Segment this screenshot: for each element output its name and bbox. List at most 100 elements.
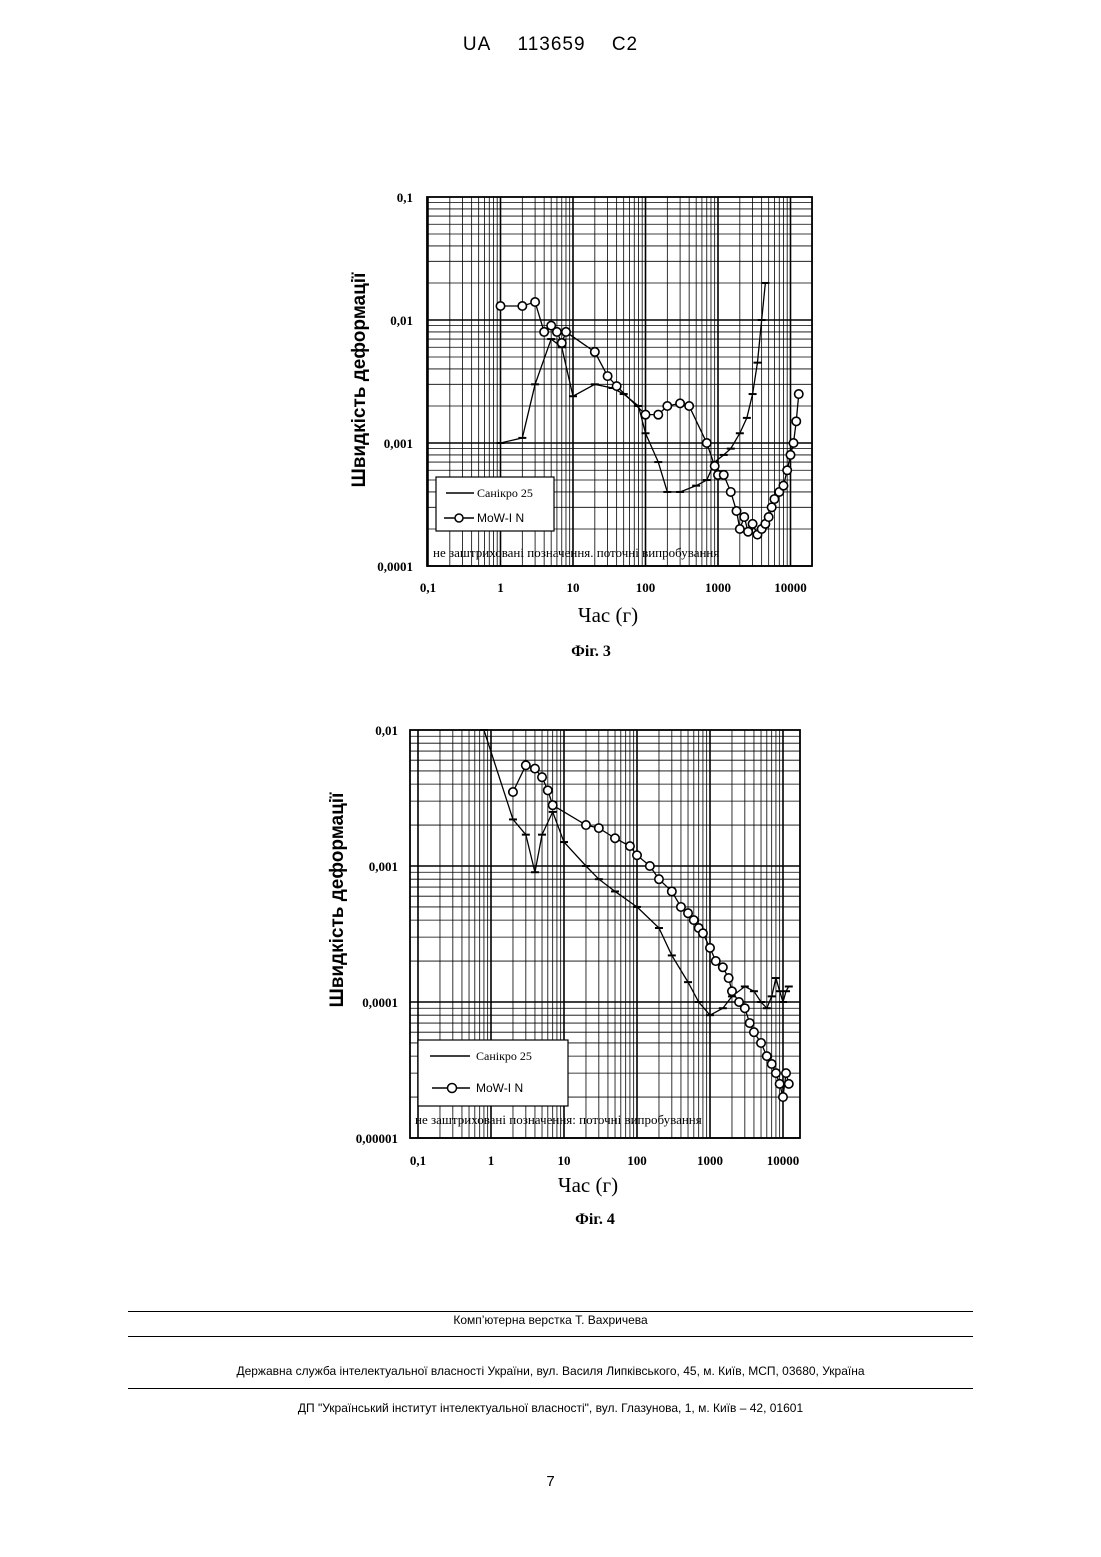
data-point-mow	[764, 513, 772, 521]
chart-note: не заштриховані позначення: поточні випр…	[415, 1112, 702, 1127]
data-point-mow	[591, 348, 599, 356]
data-point-mow	[558, 339, 566, 347]
data-point-mow	[641, 410, 649, 418]
figure-caption: Фіг. 4	[575, 1211, 615, 1228]
data-point-mow	[740, 513, 748, 521]
legend-label-mow: MoW-I N	[477, 511, 524, 525]
y-axis-label: Швидкість деформації	[349, 272, 370, 487]
data-point-mow	[744, 528, 752, 536]
data-point-mow	[522, 761, 530, 769]
figure-4-chart: 0,1 1 10 100 1000 10000 0,00001 0,0001 0,001 0,01…	[0, 700, 1101, 1240]
legend: Санікро 25 MoW-I N	[436, 477, 554, 531]
data-point-mow	[595, 824, 603, 832]
data-point-mow	[795, 390, 803, 398]
legend: Санікро 25 MoW-I N	[418, 1040, 568, 1106]
data-point-mow	[706, 944, 714, 952]
data-point-mow	[703, 439, 711, 447]
data-point-mow	[782, 1069, 790, 1077]
data-point-mow	[786, 451, 794, 459]
y-tick-label: 0,001	[369, 859, 398, 874]
data-point-mow	[748, 520, 756, 528]
data-point-mow	[757, 1039, 765, 1047]
document-header: UA 113659 C2	[0, 34, 1101, 56]
data-point-mow	[626, 842, 634, 850]
data-point-mow	[775, 1080, 783, 1088]
legend-label-sanicro: Санікро 25	[476, 1049, 532, 1063]
data-point-mow	[612, 382, 620, 390]
data-point-mow	[496, 302, 504, 310]
data-point-mow	[655, 875, 663, 883]
data-point-mow	[779, 481, 787, 489]
y-tick-label: 0,01	[390, 313, 413, 328]
data-point-mow	[727, 488, 735, 496]
legend-marker-mow	[455, 514, 463, 522]
data-point-mow	[746, 1019, 754, 1027]
y-tick-label: 0,0001	[362, 995, 398, 1010]
data-point-mow	[633, 851, 641, 859]
y-tick-label: 0,0001	[377, 559, 413, 574]
data-point-mow	[792, 417, 800, 425]
agency-address: Державна служба інтелектуальної власност…	[0, 1364, 1101, 1378]
data-point-mow	[719, 963, 727, 971]
x-tick-label: 0,1	[420, 580, 436, 595]
y-tick-label: 0,01	[375, 723, 398, 738]
data-point-mow	[772, 1069, 780, 1077]
data-point-mow	[728, 987, 736, 995]
country-code: UA	[463, 34, 491, 55]
institute-address: ДП "Український інститут інтелектуальної…	[0, 1401, 1101, 1415]
data-point-mow	[732, 507, 740, 515]
x-tick-label: 1000	[697, 1153, 723, 1168]
data-point-mow	[741, 1004, 749, 1012]
page-number: 7	[0, 1473, 1101, 1490]
data-point-mow	[736, 525, 744, 533]
data-point-mow	[509, 788, 517, 796]
data-point-mow	[540, 328, 548, 336]
footer-rule-1	[128, 1311, 973, 1312]
document-kind: C2	[612, 34, 638, 55]
y-axis-label: Швидкість деформації	[327, 792, 348, 1007]
data-point-mow	[779, 1093, 787, 1101]
data-point-mow	[611, 834, 619, 842]
data-point-mow	[548, 801, 556, 809]
y-tick-label: 0,1	[397, 190, 413, 205]
patent-number: 113659	[518, 34, 586, 55]
legend-marker-mow	[448, 1084, 457, 1093]
x-tick-label: 10	[558, 1153, 571, 1168]
figure-caption: Фіг. 3	[571, 643, 611, 660]
data-point-mow	[724, 974, 732, 982]
x-tick-label: 1	[488, 1153, 495, 1168]
footer-rule-3	[128, 1388, 973, 1389]
data-point-mow	[710, 462, 718, 470]
x-tick-label: 1000	[705, 580, 731, 595]
data-point-mow	[685, 402, 693, 410]
data-point-mow	[603, 372, 611, 380]
figure-3-chart: 0,11101001000100000,00010,0010,010,1 Сан…	[0, 170, 1101, 680]
y-tick-label: 0,00001	[356, 1131, 398, 1146]
x-axis-label: Час (г)	[558, 1173, 618, 1197]
layout-credit: Комп’ютерна верстка Т. Вахричева	[0, 1313, 1101, 1327]
data-point-mow	[690, 916, 698, 924]
x-tick-label: 100	[627, 1153, 647, 1168]
data-point-mow	[699, 929, 707, 937]
legend-label-mow: MoW-I N	[476, 1081, 523, 1095]
data-point-mow	[676, 399, 684, 407]
data-point-mow	[553, 328, 561, 336]
data-point-mow	[663, 402, 671, 410]
data-point-mow	[531, 298, 539, 306]
data-point-mow	[531, 764, 539, 772]
x-tick-label: 10000	[774, 580, 807, 595]
x-tick-label: 0,1	[410, 1153, 426, 1168]
data-point-mow	[767, 1060, 775, 1068]
x-tick-label: 10000	[767, 1153, 800, 1168]
data-point-mow	[677, 903, 685, 911]
data-point-mow	[562, 328, 570, 336]
data-point-mow	[783, 466, 791, 474]
chart-note: не заштриховані позначення. поточні випр…	[433, 545, 719, 560]
data-point-mow	[518, 302, 526, 310]
data-point-mow	[712, 957, 720, 965]
data-point-mow	[544, 786, 552, 794]
y-tick-label: 0,001	[384, 436, 413, 451]
data-point-mow	[763, 1052, 771, 1060]
series-line-sanicro	[501, 283, 766, 492]
data-point-mow	[646, 862, 654, 870]
